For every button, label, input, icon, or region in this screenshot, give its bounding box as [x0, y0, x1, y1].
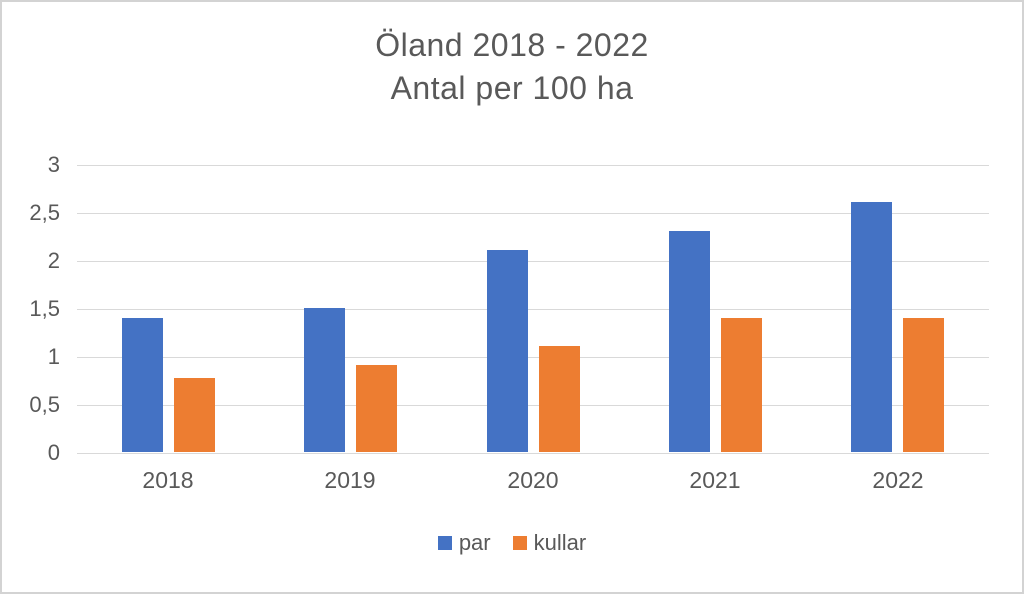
bar-par-2018 [122, 318, 163, 452]
bar-kullar-2021 [721, 318, 762, 452]
chart-title-line2: Antal per 100 ha [390, 70, 634, 106]
y-axis-tick-label: 3 [47, 152, 60, 177]
gridline [77, 261, 989, 262]
gridline [77, 453, 989, 454]
legend-swatch-icon [437, 536, 452, 550]
x-axis-tick-label-2019: 2019 [324, 467, 376, 493]
y-axis-tick-label: 2,5 [29, 200, 60, 225]
legend-label: par [458, 530, 491, 555]
legend: par kullar [2, 530, 1022, 556]
bar-par-2020 [487, 250, 528, 452]
legend-item-par: par [437, 530, 491, 556]
bar-kullar-2020 [539, 346, 580, 452]
gridline [77, 405, 989, 406]
legend-swatch-icon [512, 536, 527, 550]
bar-par-2021 [669, 231, 710, 452]
legend-item-kullar: kullar [512, 530, 587, 556]
gridline [77, 357, 989, 358]
x-axis-tick-label-2018: 2018 [142, 467, 194, 493]
gridline [77, 213, 989, 214]
chart-title: Öland 2018 - 2022 Antal per 100 ha [2, 24, 1022, 110]
y-axis-tick-label: 1,5 [29, 296, 60, 321]
plot-area [77, 165, 989, 454]
y-axis-tick-label: 0,5 [29, 392, 60, 417]
x-axis-tick-label-2022: 2022 [872, 467, 924, 493]
bar-kullar-2019 [356, 365, 397, 452]
chart-title-line1: Öland 2018 - 2022 [375, 27, 649, 63]
y-axis-tick-label: 0 [47, 440, 60, 465]
gridline [77, 165, 989, 166]
gridline [77, 309, 989, 310]
y-axis-tick-label: 2 [47, 248, 60, 273]
bar-kullar-2022 [903, 318, 944, 452]
legend-label: kullar [533, 530, 587, 555]
x-axis-tick-label-2021: 2021 [689, 467, 741, 493]
bar-par-2022 [851, 202, 892, 452]
y-axis-tick-label: 1 [47, 344, 60, 369]
bar-par-2019 [304, 308, 345, 452]
x-axis-tick-label-2020: 2020 [507, 467, 559, 493]
bar-kullar-2018 [174, 378, 215, 452]
